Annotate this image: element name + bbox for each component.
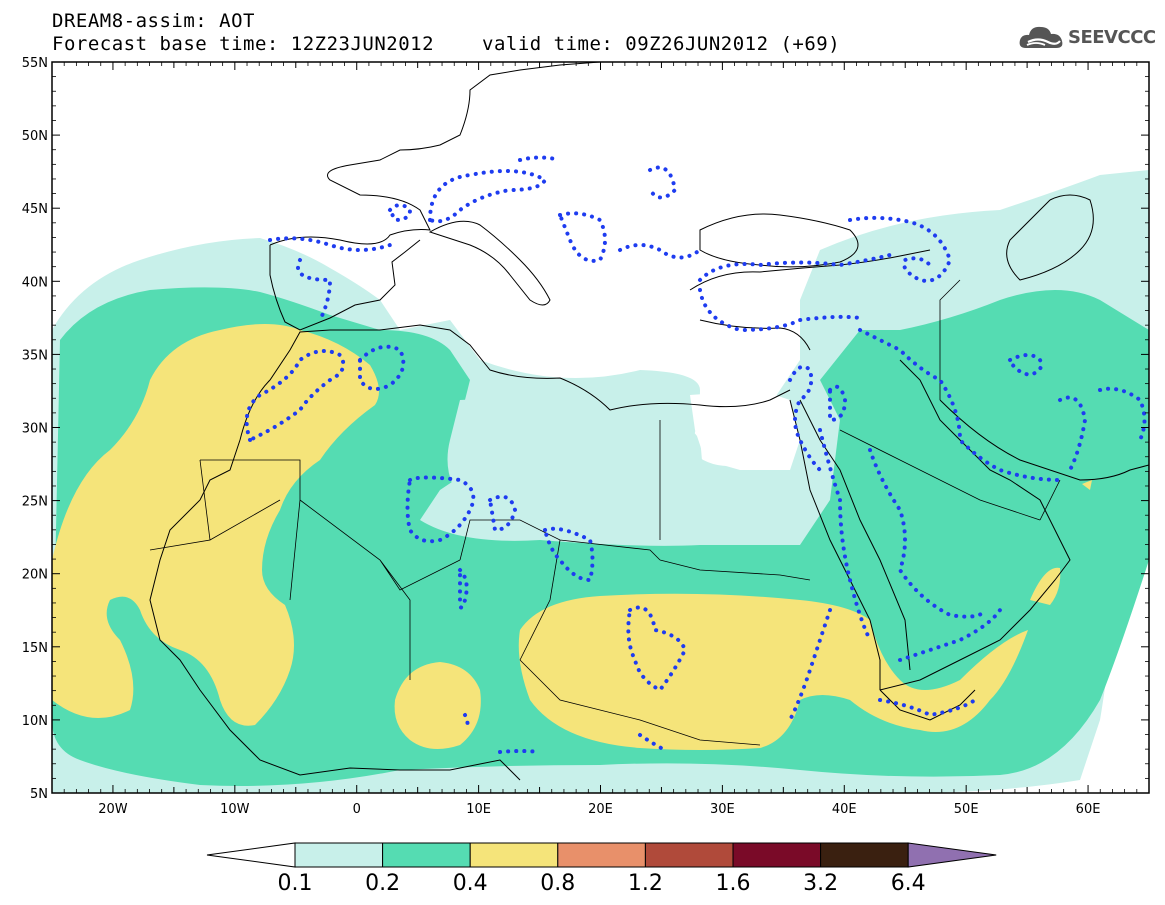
lon-label: 10E (466, 802, 491, 817)
dotted-contour-arabia (858, 328, 1062, 619)
coastline-north-africa (239, 324, 791, 441)
aot-fields (52, 62, 1149, 793)
colorbar-label: 3.2 (803, 871, 838, 896)
cloud-icon (1019, 26, 1063, 48)
seevccc-logo: SEEVCCC (1018, 20, 1156, 54)
lon-label: 0 (353, 802, 361, 817)
dotted-contour-turkey (698, 253, 892, 333)
lat-label: 55N (22, 56, 48, 71)
dotted-contour-sudan (626, 605, 688, 693)
coastline-europe-atlantic (269, 62, 601, 246)
lat-label: 45N (22, 202, 48, 217)
lat-label: 5N (30, 787, 48, 802)
colorbar-box (644, 842, 734, 868)
colorbar-label: 0.8 (540, 871, 575, 896)
low-aot-egypt (690, 390, 800, 470)
lat-label: 50N (22, 129, 48, 144)
aot-band-0.4-0.8-nigeria (394, 662, 481, 749)
colorbar: 0.1 0.2 0.4 0.8 1.2 1.6 3.2 6.4 (206, 842, 997, 896)
dotted-contour-morocco (244, 344, 406, 443)
colorbar-label: 1.2 (628, 871, 663, 896)
aot-band-0.4-0.8-west (52, 324, 379, 726)
dotted-contour-levant (788, 364, 848, 472)
colorbar-box (732, 842, 822, 868)
logo-text: SEEVCCC (1068, 26, 1156, 48)
dotted-contour-sahara (405, 475, 518, 610)
lat-label: 10N (22, 714, 48, 729)
lon-label: 40E (832, 802, 857, 817)
lon-label: 30E (710, 802, 735, 817)
dotted-contour-alps (387, 155, 562, 224)
dotted-contour-balkans (557, 165, 702, 263)
colorbar-box (820, 842, 909, 868)
aot-band-0.4-0.8-sudan (518, 593, 1028, 750)
valid-time: valid time: 09Z26JUN2012 (+69) (482, 33, 841, 55)
border-lines (149, 279, 1061, 746)
colorbar-box (382, 842, 471, 868)
coastline-caspian (1006, 194, 1094, 281)
lon-label: 60E (1076, 802, 1101, 817)
lon-label: 20E (588, 802, 613, 817)
lon-label: 10W (220, 802, 250, 817)
axis-ticks: 55N 50N 45N 40N 35N 30N 25N 20N 15N 10N 5N 20W 10W 0 1… (22, 56, 1150, 817)
dotted-contour-red-sea (788, 428, 872, 722)
lon-label: 50E (954, 802, 979, 817)
colorbar-label: 0.2 (365, 871, 400, 896)
dotted-contours (244, 155, 1147, 754)
dotted-contour-africa-south (463, 713, 667, 754)
dotted-contour-iberia (268, 236, 392, 322)
dotted-contour-gulf-aden (878, 608, 1002, 718)
coastline-iran (939, 399, 1149, 481)
colorbar-box (557, 842, 646, 868)
aot-band-0.4-0.8-oman (1030, 567, 1061, 605)
coastline-arabia (879, 359, 1071, 691)
coastline-red-sea (789, 399, 911, 690)
coastline-west-africa (149, 439, 521, 781)
dotted-contour-iran (1007, 353, 1147, 472)
colorbar-label: 6.4 (891, 871, 926, 896)
lat-label: 30N (22, 422, 48, 437)
lon-label: 20W (98, 802, 128, 817)
lat-label: 25N (22, 495, 48, 510)
coastlines (149, 62, 1149, 781)
colorbar-low-arrow (206, 842, 296, 868)
lat-label: 35N (22, 348, 48, 363)
colorbar-label: 0.1 (278, 871, 313, 896)
coastline-iberia-south (269, 239, 421, 331)
colorbar-label: 0.4 (453, 871, 488, 896)
dotted-contour-chad (542, 526, 595, 583)
coastline-horn-africa (879, 689, 976, 721)
lat-label: 15N (22, 641, 48, 656)
dotted-contour-caucasus (848, 215, 953, 283)
coastline-italy (428, 220, 551, 306)
lat-label: 40N (22, 275, 48, 290)
aot-band-0.1-0.2-interior (447, 398, 703, 523)
colorbar-label: 1.6 (716, 871, 751, 896)
colorbar-box (294, 842, 384, 868)
colorbar-box (469, 842, 559, 868)
colorbar-high-arrow (907, 842, 997, 868)
map-title: DREAM8-assim: AOT (52, 10, 255, 32)
forecast-base-time: Forecast base time: 12Z23JUN2012 (52, 33, 435, 55)
lat-label: 20N (22, 568, 48, 583)
aot-band-0.4-0.8-gulf (1082, 480, 1092, 490)
